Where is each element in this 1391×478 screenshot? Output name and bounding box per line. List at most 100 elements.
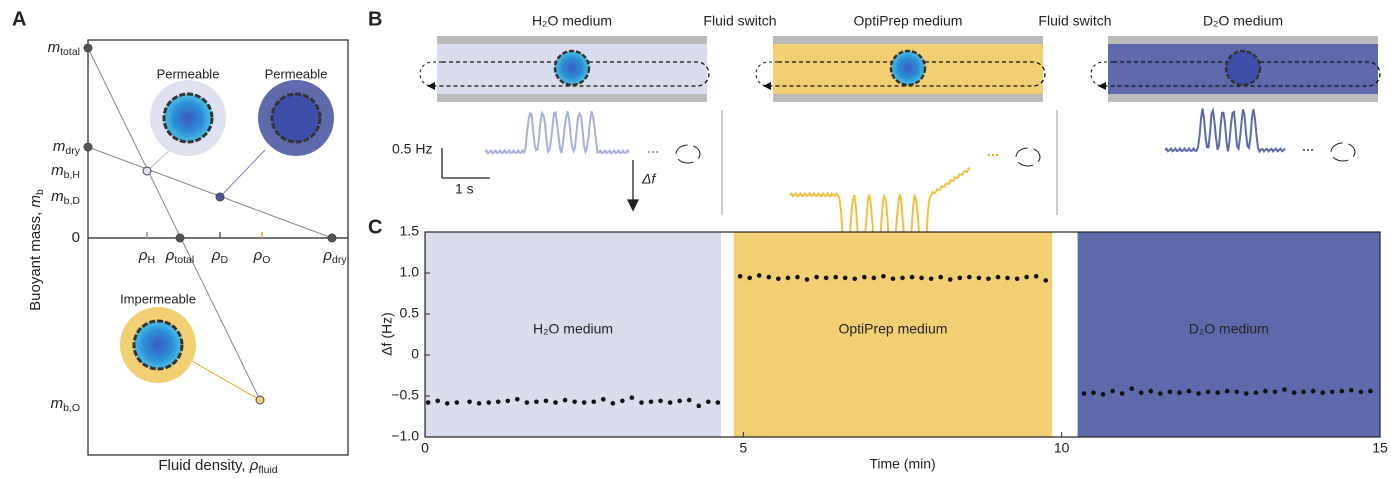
channel-wall: [437, 36, 707, 44]
label-symbol: m: [53, 138, 66, 155]
point: [976, 275, 982, 281]
point: [1177, 390, 1182, 396]
panel-letter: B: [368, 8, 382, 30]
label-symbol: 0: [72, 229, 80, 246]
medium-label: H₂O medium: [532, 13, 612, 29]
point: [629, 395, 635, 400]
point: [795, 274, 800, 280]
total-line: [87, 47, 261, 401]
point: [862, 274, 867, 280]
point: [572, 399, 577, 405]
label-symbol: ρ: [165, 247, 175, 264]
point: [947, 277, 953, 282]
point: [1224, 388, 1230, 394]
label-text: Buoyant mass,: [27, 207, 44, 310]
cell: [1224, 49, 1262, 87]
point: [1368, 388, 1373, 394]
region: [733, 232, 1053, 437]
arrow-head: [763, 82, 771, 90]
scale-bar: [441, 148, 640, 212]
y-tick-label: −0.5: [391, 387, 419, 403]
symbol-label: mdry: [53, 138, 81, 157]
channel-wall: [1108, 94, 1378, 102]
symbol-label: ρH: [138, 247, 155, 266]
point: [1272, 389, 1278, 395]
label-sub: b,D: [64, 195, 81, 207]
point: [1129, 386, 1134, 391]
region-label: OptiPrep medium: [838, 321, 947, 337]
dry-line: [87, 146, 333, 239]
point: [486, 400, 491, 405]
point: [871, 275, 877, 281]
point: [639, 400, 644, 405]
point: [1301, 389, 1306, 395]
point: [1138, 390, 1144, 396]
loop: [765, 61, 1046, 87]
cell: [889, 49, 927, 87]
point: [1081, 391, 1087, 396]
bubble-label: Permeable: [265, 66, 328, 81]
point: [986, 276, 991, 282]
medium-label: OptiPrep medium: [854, 13, 963, 29]
x-tick-label: 15: [1372, 440, 1388, 456]
point: [957, 275, 963, 281]
point: [995, 274, 1001, 280]
point: [737, 273, 743, 279]
symbol-label: mb,H: [51, 162, 80, 181]
switch-label: Fluid switch: [703, 13, 776, 29]
point: [715, 400, 721, 405]
point: [686, 397, 692, 403]
point: [919, 275, 924, 281]
label-text: Fluid density,: [158, 457, 249, 473]
bubble-label: Impermeable: [120, 291, 196, 306]
label-sub: H: [148, 254, 156, 266]
point: [1310, 388, 1316, 394]
point: [1024, 274, 1029, 280]
point: [696, 403, 702, 409]
point: [1349, 387, 1354, 393]
point: [1005, 275, 1010, 281]
label-symbol: m: [51, 162, 64, 179]
y-tick-label: −1.0: [391, 428, 419, 444]
point: [1148, 388, 1154, 394]
channel-wall: [773, 94, 1043, 102]
point: [823, 275, 829, 281]
point: [667, 400, 673, 405]
point: [1119, 391, 1125, 396]
leader: [146, 149, 171, 172]
x-tick-label: 5: [739, 440, 747, 456]
label-sub: total: [60, 46, 80, 58]
channels: H₂O medium OptiPrep medium D₂O medium: [419, 13, 1381, 273]
label-sub: dry: [332, 254, 347, 266]
leader: [189, 359, 261, 401]
loop: [755, 61, 778, 87]
symbol-label: mb,D: [51, 188, 80, 207]
point: [938, 274, 943, 280]
symbol-label: mtotal: [48, 39, 80, 58]
point: [1205, 389, 1211, 395]
point: [1291, 390, 1297, 396]
x-axis-label: Time (min): [869, 456, 935, 472]
x-tick-label: 0: [421, 440, 429, 456]
trace: [484, 110, 630, 155]
label-symbol: m: [27, 195, 44, 208]
y-axis-label: Δf (Hz): [379, 312, 395, 356]
point: [1110, 388, 1115, 394]
scale-y: 0.5 Hz: [392, 141, 432, 157]
point: [1186, 388, 1192, 394]
loop: [1100, 61, 1381, 87]
panel-a-frame: [87, 39, 349, 456]
point: [610, 401, 616, 406]
medium-label: D₂O medium: [1203, 13, 1283, 29]
region-label: H₂O medium: [533, 321, 613, 337]
point: [1091, 390, 1096, 396]
point: [515, 396, 520, 402]
x-tick-label: 10: [1054, 440, 1070, 456]
channel-wall: [773, 36, 1043, 44]
symbol-label: mb,O: [51, 395, 80, 414]
point: [600, 396, 606, 402]
point: [620, 398, 625, 404]
y-tick-label: 0: [411, 346, 419, 362]
point: [785, 275, 791, 281]
